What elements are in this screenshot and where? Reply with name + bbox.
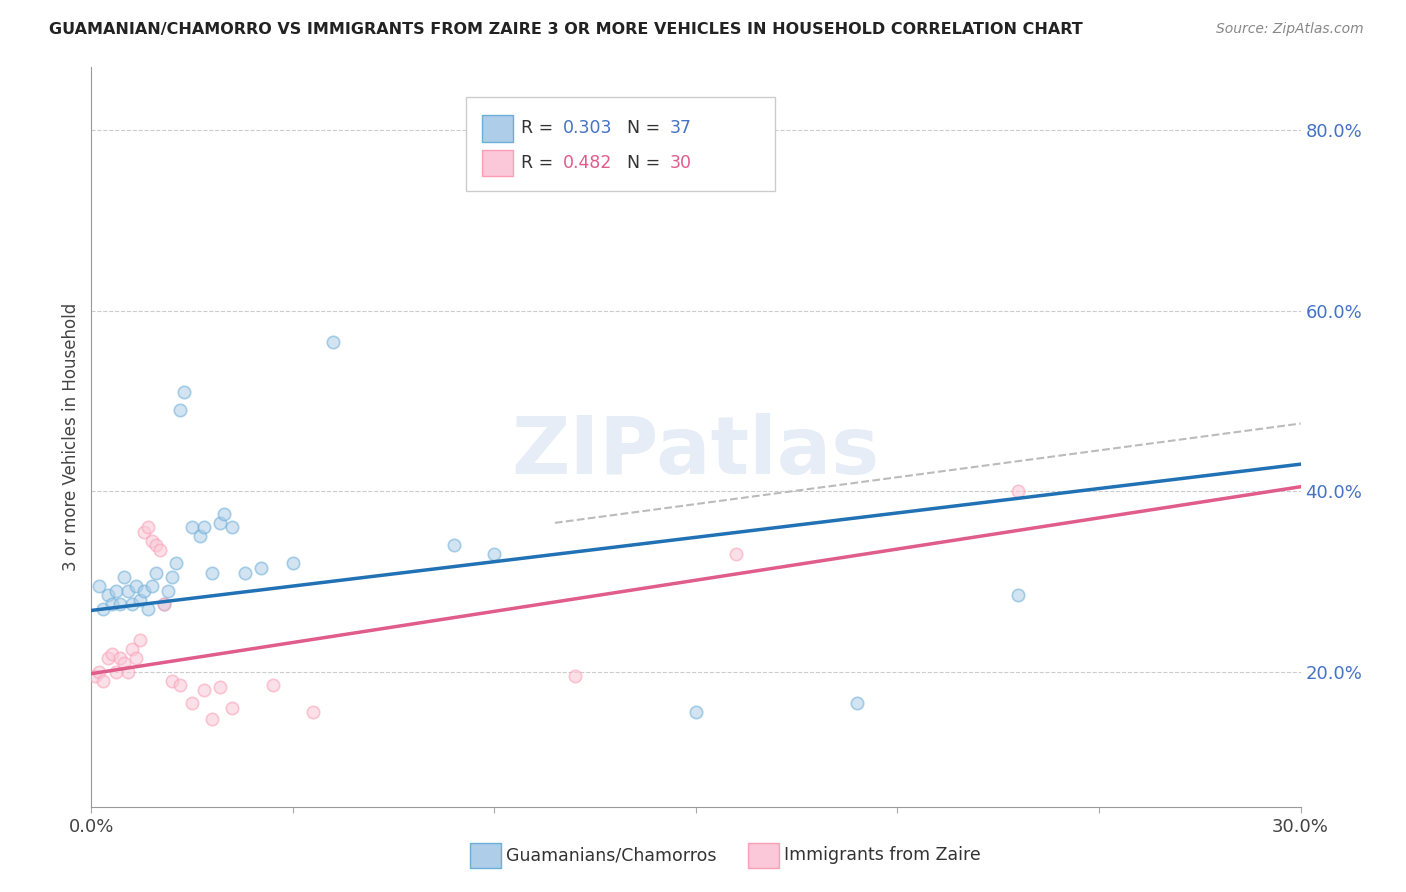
Point — [93, 601, 115, 615]
Point — [160, 570, 183, 584]
Point — [104, 665, 127, 679]
Point — [221, 520, 243, 534]
Point — [201, 712, 224, 726]
Point — [141, 533, 163, 548]
Point — [136, 520, 159, 534]
Point — [484, 548, 506, 562]
Point — [156, 583, 179, 598]
Point — [145, 538, 167, 552]
FancyBboxPatch shape — [470, 843, 502, 868]
Point — [169, 403, 191, 417]
Point — [141, 579, 163, 593]
Point — [564, 669, 586, 683]
Point — [136, 601, 159, 615]
Point — [125, 651, 148, 665]
FancyBboxPatch shape — [467, 96, 775, 191]
Point — [302, 706, 325, 720]
Point — [209, 516, 232, 530]
Point — [121, 642, 143, 657]
Point — [181, 520, 204, 534]
Point — [108, 597, 131, 611]
Point — [281, 557, 304, 571]
Point — [188, 529, 211, 543]
Point — [84, 669, 107, 683]
Point — [1007, 484, 1029, 499]
Text: R =: R = — [520, 120, 558, 137]
Point — [322, 335, 344, 350]
Point — [104, 583, 127, 598]
Text: Immigrants from Zaire: Immigrants from Zaire — [785, 847, 981, 864]
FancyBboxPatch shape — [482, 115, 513, 142]
FancyBboxPatch shape — [748, 843, 779, 868]
Text: GUAMANIAN/CHAMORRO VS IMMIGRANTS FROM ZAIRE 3 OR MORE VEHICLES IN HOUSEHOLD CORR: GUAMANIAN/CHAMORRO VS IMMIGRANTS FROM ZA… — [49, 22, 1083, 37]
FancyBboxPatch shape — [482, 150, 513, 177]
Text: 0.303: 0.303 — [562, 120, 613, 137]
Point — [193, 520, 215, 534]
Point — [214, 507, 236, 521]
Text: Guamanians/Chamorros: Guamanians/Chamorros — [506, 847, 717, 864]
Point — [100, 647, 122, 661]
Point — [173, 384, 195, 399]
Point — [145, 566, 167, 580]
Point — [108, 651, 131, 665]
Point — [112, 570, 135, 584]
Point — [132, 583, 155, 598]
Point — [153, 597, 176, 611]
Point — [1007, 588, 1029, 602]
Point — [128, 592, 150, 607]
Text: 0.482: 0.482 — [562, 154, 613, 172]
Text: R =: R = — [520, 154, 558, 172]
Text: N =: N = — [627, 154, 666, 172]
Point — [117, 583, 139, 598]
Point — [169, 678, 191, 692]
Text: 37: 37 — [669, 120, 692, 137]
Text: Source: ZipAtlas.com: Source: ZipAtlas.com — [1216, 22, 1364, 37]
Text: ZIPatlas: ZIPatlas — [512, 413, 880, 491]
Point — [96, 588, 118, 602]
Point — [443, 538, 465, 552]
Point — [193, 682, 215, 697]
Point — [100, 597, 122, 611]
Point — [262, 678, 284, 692]
Point — [132, 524, 155, 539]
Point — [121, 597, 143, 611]
Point — [160, 673, 183, 688]
Y-axis label: 3 or more Vehicles in Household: 3 or more Vehicles in Household — [62, 303, 80, 571]
Point — [165, 557, 187, 571]
Point — [209, 680, 232, 694]
Point — [128, 633, 150, 648]
Point — [89, 665, 111, 679]
Point — [125, 579, 148, 593]
Point — [149, 543, 172, 558]
Text: N =: N = — [627, 120, 666, 137]
Point — [117, 665, 139, 679]
Point — [725, 548, 748, 562]
Point — [96, 651, 118, 665]
Point — [89, 579, 111, 593]
Point — [221, 701, 243, 715]
Point — [233, 566, 256, 580]
Point — [112, 656, 135, 670]
Point — [249, 561, 271, 575]
Text: 30: 30 — [669, 154, 692, 172]
Point — [201, 566, 224, 580]
Point — [93, 673, 115, 688]
Point — [685, 706, 707, 720]
Point — [181, 697, 204, 711]
Point — [153, 597, 176, 611]
Point — [846, 697, 869, 711]
